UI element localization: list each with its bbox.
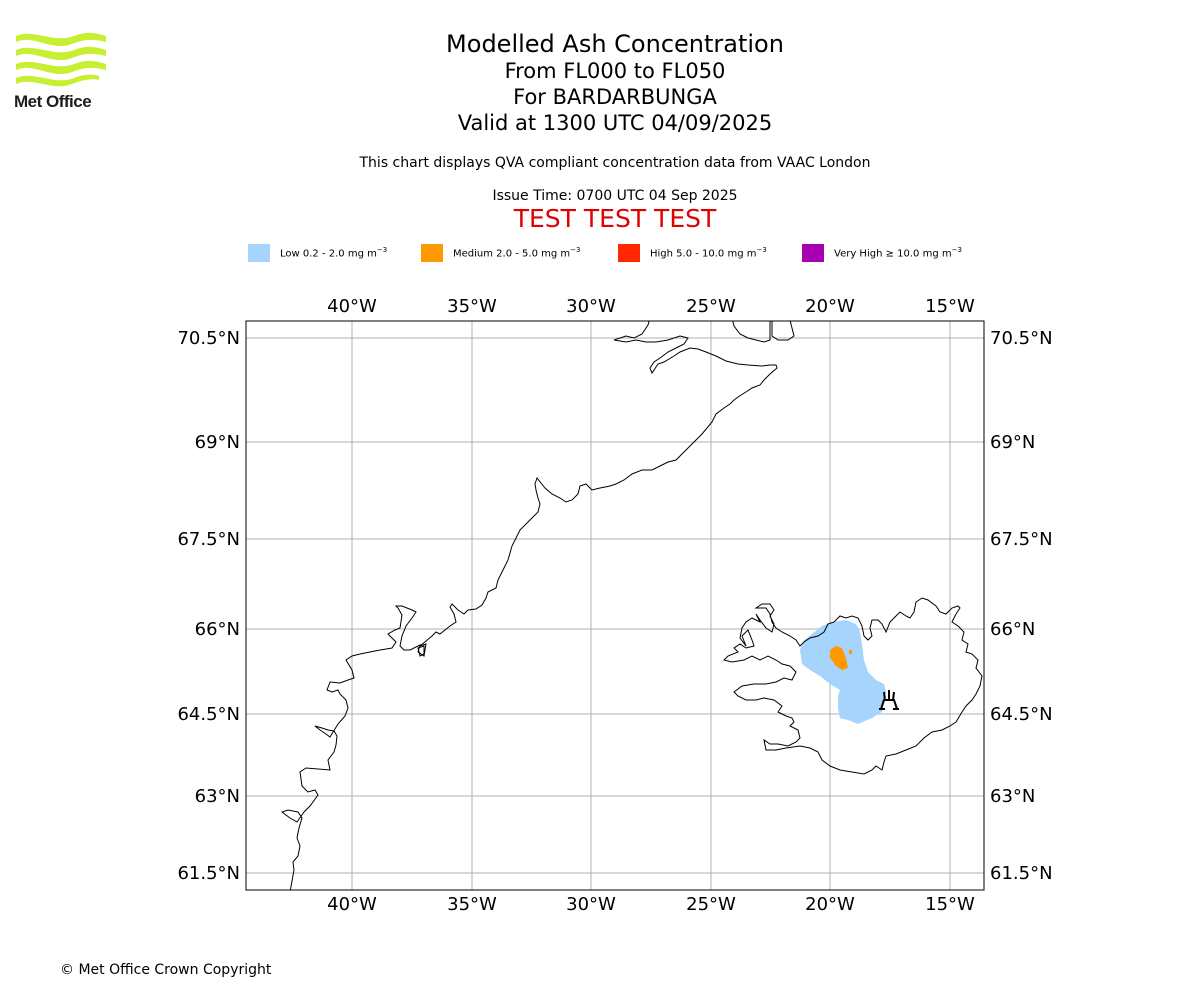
lon-label-top: 30°W [566, 296, 616, 317]
lat-label-right: 61.5°N [990, 863, 1053, 884]
greenland-island [417, 645, 425, 657]
lon-label-bottom: 20°W [805, 894, 855, 915]
lat-label-left: 67.5°N [177, 529, 240, 550]
map-background [246, 321, 984, 890]
legend-label-low: Low 0.2 - 2.0 mg m [280, 248, 377, 260]
met-office-waves-icon [16, 32, 106, 87]
lon-label-top: 35°W [447, 296, 497, 317]
greenland-coastline-north [732, 321, 795, 343]
legend-swatch-high [618, 244, 640, 262]
legend-swatch-low [248, 244, 270, 262]
ash-plume-medium-spot [849, 650, 852, 654]
lon-label-bottom: 40°W [327, 894, 377, 915]
logo-wordmark: Met Office [14, 92, 92, 111]
lat-label-left: 61.5°N [177, 863, 240, 884]
lon-label-bottom: 35°W [447, 894, 497, 915]
legend-label-medium: Medium 2.0 - 5.0 mg m [453, 248, 571, 260]
lat-label-right: 66°N [990, 619, 1035, 640]
lat-label-right: 70.5°N [990, 328, 1053, 349]
lon-label-bottom: 25°W [686, 894, 736, 915]
valid-time: Valid at 1300 UTC 04/09/2025 [457, 111, 773, 135]
volcano-symbol-icon [879, 690, 899, 710]
volcano-name: For BARDARBUNGA [513, 85, 717, 109]
legend-swatch-very-high [802, 244, 824, 262]
flight-level-range: From FL000 to FL050 [504, 59, 726, 83]
compliance-note: This chart displays QVA compliant concen… [359, 155, 871, 171]
lon-label-top: 15°W [925, 296, 975, 317]
lon-label-top: 40°W [327, 296, 377, 317]
lon-label-bottom: 30°W [566, 894, 616, 915]
met-office-logo: Met Office [14, 30, 109, 112]
legend-label-high: High 5.0 - 10.0 mg m [650, 248, 757, 260]
lat-label-right: 67.5°N [990, 529, 1053, 550]
issue-time: Issue Time: 0700 UTC 04 Sep 2025 [492, 188, 738, 204]
map-frame [245, 320, 985, 891]
iceland-coastline [723, 597, 983, 775]
ash-plume-medium [830, 646, 848, 670]
lon-label-top: 20°W [805, 296, 855, 317]
lon-label-bottom: 15°W [925, 894, 975, 915]
lat-label-left: 66°N [195, 619, 240, 640]
lon-label-top: 25°W [686, 296, 736, 317]
lat-label-right: 69°N [990, 432, 1035, 453]
graticule [246, 321, 984, 890]
legend-swatch-medium [421, 244, 443, 262]
lat-label-left: 70.5°N [177, 328, 240, 349]
lat-label-right: 63°N [990, 786, 1035, 807]
lat-label-left: 63°N [195, 786, 240, 807]
chart-title: Modelled Ash Concentration [446, 30, 784, 58]
greenland-coastline [280, 321, 778, 890]
lat-label-right: 64.5°N [990, 704, 1053, 725]
lat-label-left: 69°N [195, 432, 240, 453]
lat-label-left: 64.5°N [177, 704, 240, 725]
legend-label-very-high: Very High ≥ 10.0 mg m [834, 248, 952, 260]
copyright-notice: © Met Office Crown Copyright [60, 962, 272, 978]
chart-titles: Modelled Ash Concentration From FL000 to… [215, 30, 1015, 233]
ash-plume-low [800, 620, 886, 724]
test-banner: TEST TEST TEST [513, 204, 717, 233]
